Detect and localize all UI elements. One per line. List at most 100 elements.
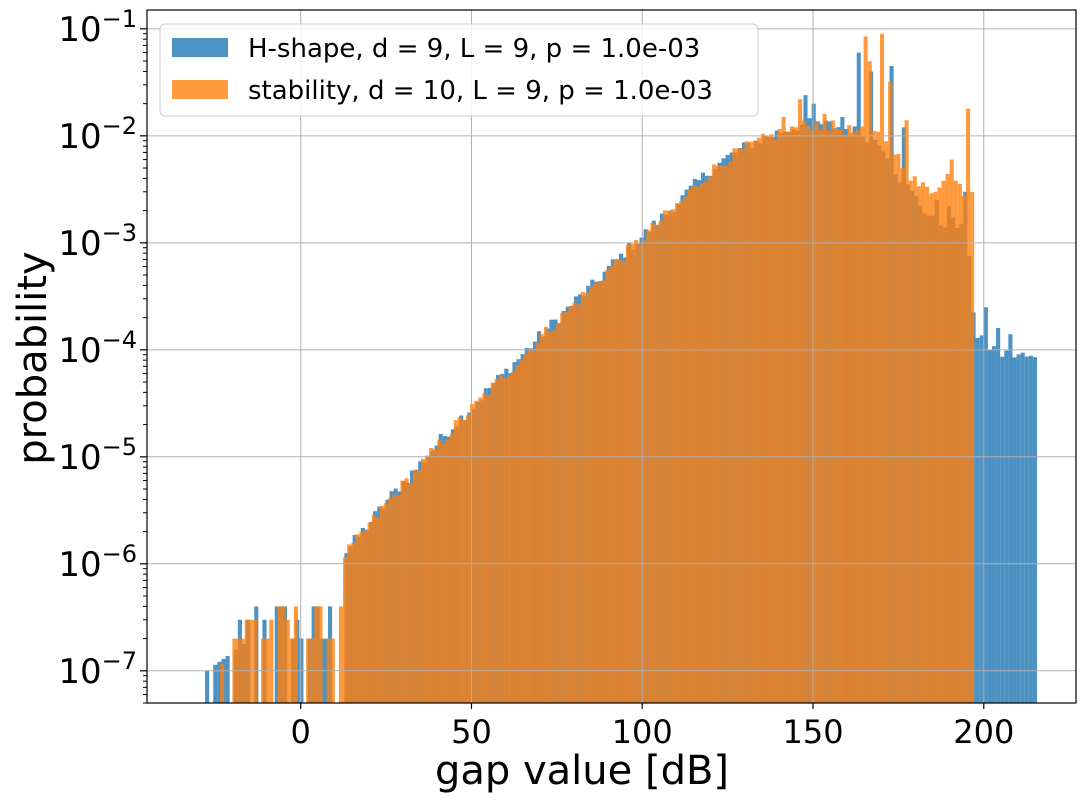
- histogram-bar: [975, 337, 980, 703]
- histogram-bar: [400, 480, 405, 703]
- histogram-bar: [838, 129, 844, 703]
- histogram-bar: [205, 670, 210, 703]
- histogram-bar: [519, 360, 524, 703]
- histogram-bar: [252, 619, 257, 703]
- histogram-bar: [363, 530, 368, 703]
- histogram-bar: [449, 433, 454, 703]
- histogram-bar: [453, 420, 458, 703]
- histogram-bar: [515, 365, 520, 703]
- histogram-bar: [925, 186, 930, 703]
- histogram-bar: [556, 323, 561, 703]
- histogram-bar: [789, 126, 794, 704]
- histogram-bar: [314, 606, 319, 703]
- histogram-bar: [888, 81, 893, 704]
- histogram-bar: [412, 470, 417, 703]
- histogram-bar: [318, 606, 323, 703]
- histogram-bar: [892, 154, 897, 704]
- histogram-bar: [670, 209, 676, 704]
- histogram-bar: [752, 140, 757, 704]
- histogram-bar: [810, 130, 815, 704]
- histogram-bar: [826, 130, 831, 704]
- histogram-bar: [1016, 354, 1021, 703]
- histogram-bar: [859, 126, 864, 704]
- histogram-bar: [392, 494, 397, 703]
- histogram-bar: [987, 349, 992, 703]
- legend: H-shape, d = 9, L = 9, p = 1.0e-03 stabi…: [159, 23, 759, 117]
- y-axis-label: probability: [10, 251, 56, 464]
- histogram-bar: [691, 185, 696, 704]
- x-tick-label: 100: [612, 713, 673, 751]
- histogram-bar: [420, 458, 426, 703]
- histogram-bar: [707, 176, 712, 704]
- histogram-bar: [1032, 357, 1038, 703]
- bars-layer: [205, 33, 1038, 704]
- legend-label-stability: stability, d = 10, L = 9, p = 1.0e-03: [248, 76, 713, 106]
- histogram-bar: [1020, 352, 1025, 703]
- legend-swatch-stability: [172, 80, 228, 99]
- histogram-bar: [937, 187, 942, 703]
- histogram-bar: [511, 371, 516, 703]
- histogram-bar: [687, 189, 692, 703]
- histogram-bar: [773, 139, 778, 704]
- histogram-bar: [961, 195, 967, 703]
- histogram-bar: [580, 291, 585, 703]
- histogram-bar: [445, 439, 450, 703]
- histogram-bar: [777, 129, 782, 703]
- histogram-bar: [617, 260, 622, 703]
- histogram-bar: [527, 349, 532, 703]
- histogram-bar: [867, 61, 872, 704]
- histogram-bar: [929, 193, 934, 703]
- histogram-bar: [855, 130, 860, 704]
- histogram-bar: [744, 141, 749, 703]
- histogram-bar: [470, 404, 475, 703]
- histogram-bar: [498, 375, 503, 703]
- histogram-bar: [740, 148, 745, 703]
- histogram-bar: [634, 240, 639, 703]
- histogram-bar: [461, 419, 466, 703]
- histogram-bar: [732, 148, 737, 704]
- histogram-bar: [983, 307, 988, 703]
- histogram-bar: [576, 304, 581, 703]
- grid-layer: [147, 10, 1076, 703]
- histogram-bar: [785, 131, 790, 704]
- histogram-bar: [757, 137, 762, 703]
- histogram-bar: [535, 342, 540, 703]
- histogram-bar: [658, 220, 663, 703]
- histogram-bar: [793, 127, 798, 703]
- y-tick-label: 10−1: [58, 5, 137, 50]
- histogram-bar: [355, 534, 360, 703]
- histogram-bar: [274, 606, 279, 703]
- histogram-bar: [543, 326, 548, 703]
- histogram-bar: [396, 495, 401, 703]
- histogram-bar: [830, 120, 835, 704]
- histogram-bar: [564, 312, 569, 703]
- histogram-bar: [996, 327, 1001, 703]
- histogram-bar: [765, 136, 770, 703]
- x-tick-label: 0: [291, 713, 311, 751]
- histogram-bar: [945, 173, 950, 703]
- histogram-bar: [371, 514, 376, 703]
- histogram-bar: [277, 606, 282, 703]
- histogram-bar: [437, 439, 442, 703]
- y-tick-label: 10−6: [58, 540, 137, 585]
- legend-box: [159, 23, 759, 117]
- histogram-bar: [248, 619, 253, 703]
- histogram-bar: [957, 183, 962, 704]
- x-tick-label: 50: [451, 713, 492, 751]
- legend-swatch-h-shape: [172, 38, 228, 57]
- histogram-bar: [425, 455, 430, 703]
- histogram-bar: [979, 335, 984, 703]
- x-tick-label: 150: [782, 713, 843, 751]
- histogram-bar: [675, 202, 680, 703]
- histogram-bar: [547, 332, 553, 703]
- histogram-bar: [568, 305, 573, 703]
- histogram-bar: [593, 282, 598, 703]
- histogram-bar: [908, 180, 913, 703]
- histogram-bar: [720, 165, 725, 704]
- histogram-bar: [933, 191, 938, 703]
- histogram-bar: [494, 378, 499, 703]
- histogram-bar: [560, 312, 565, 703]
- histogram-bar: [269, 619, 274, 703]
